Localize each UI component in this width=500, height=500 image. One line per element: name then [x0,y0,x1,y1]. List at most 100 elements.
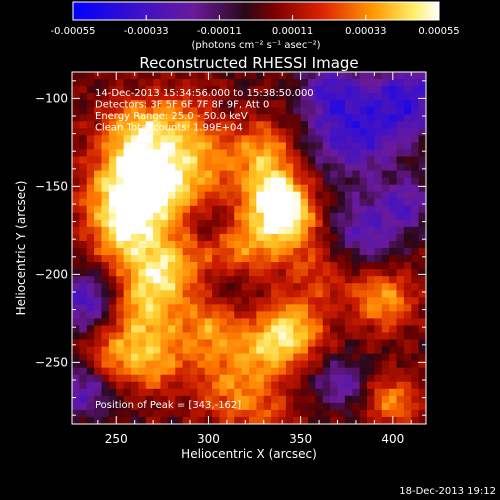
heatmap-cell [278,156,287,165]
heatmap-cell [315,240,324,249]
heatmap-cell [278,332,287,341]
heatmap-cell [160,177,169,186]
heatmap-cell [263,240,272,249]
heatmap-cell [145,212,154,221]
heatmap-cell [197,360,206,369]
heatmap-cell [263,304,272,312]
heatmap-cell [197,318,206,327]
heatmap-cell [352,142,361,151]
heatmap-cell [79,248,88,256]
heatmap-cell [330,360,339,369]
heatmap-cell [153,388,162,397]
heatmap-cell [263,212,272,221]
heatmap-cell [182,142,191,151]
heatmap-cell [418,325,426,334]
heatmap-cell [219,72,228,80]
heatmap-cell [300,135,309,143]
heatmap-cell [131,381,139,390]
heatmap-cell [344,86,353,94]
heatmap-cell [138,177,147,186]
heatmap-cell [249,262,257,270]
heatmap-cell [285,240,294,249]
heatmap-cell [330,135,339,143]
heatmap-cell [219,283,228,291]
heatmap-image [72,72,426,424]
heatmap-cell [212,170,221,179]
heatmap-cell [293,100,302,108]
heatmap-cell [263,128,272,136]
heatmap-cell [131,290,139,298]
heatmap-cell [212,262,221,270]
heatmap-cell [352,184,361,193]
heatmap-cell [249,367,257,376]
heatmap-cell [315,79,324,87]
heatmap-cell [131,226,139,235]
heatmap-cell [101,177,110,186]
heatmap-cell [344,346,353,355]
heatmap-cell [256,395,265,404]
heatmap-cell [219,290,228,298]
heatmap-cell [204,149,213,158]
heatmap-cell [123,86,132,94]
heatmap-cell [256,212,265,221]
heatmap-cell [359,248,368,256]
heatmap-cell [293,107,302,115]
heatmap-cell [167,262,176,270]
heatmap-cell [234,311,243,319]
heatmap-cell [278,402,287,411]
heatmap-cell [374,93,383,101]
heatmap-cell [182,212,191,221]
heatmap-cell [153,402,162,411]
heatmap-cell [138,170,147,179]
heatmap-cell [418,86,426,94]
heatmap-cell [396,177,405,186]
heatmap-cell [293,163,302,172]
heatmap-cell [308,170,316,179]
heatmap-cell [167,100,176,108]
heatmap-cell [241,360,250,369]
heatmap-cell [72,163,80,172]
heatmap-cell [108,156,117,165]
heatmap-cell [175,346,184,355]
heatmap-cell [145,283,154,291]
heatmap-cell [234,318,243,327]
heatmap-cell [72,184,80,193]
heatmap-cell [204,205,213,214]
heatmap-cell [263,311,272,319]
heatmap-cell [359,353,368,362]
heatmap-cell [123,248,132,256]
heatmap-cell [271,72,280,80]
heatmap-cell [108,128,117,136]
heatmap-cell [337,142,346,151]
heatmap-cell [359,226,368,235]
heatmap-cell [418,191,426,200]
heatmap-cell [389,107,398,115]
heatmap-cell [337,360,346,369]
heatmap-cell [389,86,398,94]
heatmap-cell [153,325,162,334]
heatmap-cell [344,297,353,305]
heatmap-cell [352,163,361,172]
heatmap-cell [72,191,80,200]
heatmap-cell [344,416,353,424]
heatmap-cell [396,135,405,143]
heatmap-cell [212,198,221,207]
heatmap-cell [241,367,250,376]
heatmap-cell [418,381,426,390]
heatmap-cell [167,212,176,221]
heatmap-cell [123,402,132,411]
heatmap-cell [190,339,198,348]
heatmap-cell [389,177,398,186]
heatmap-cell [123,255,132,263]
heatmap-cell [234,262,243,270]
heatmap-cell [352,128,361,136]
heatmap-cell [145,128,154,136]
heatmap-cell [381,93,390,101]
heatmap-cell [219,332,228,341]
heatmap-cell [411,367,420,376]
heatmap-cell [411,240,420,249]
heatmap-cell [219,360,228,369]
heatmap-cell [249,79,257,87]
heatmap-cell [86,409,95,418]
heatmap-cell [396,121,405,129]
